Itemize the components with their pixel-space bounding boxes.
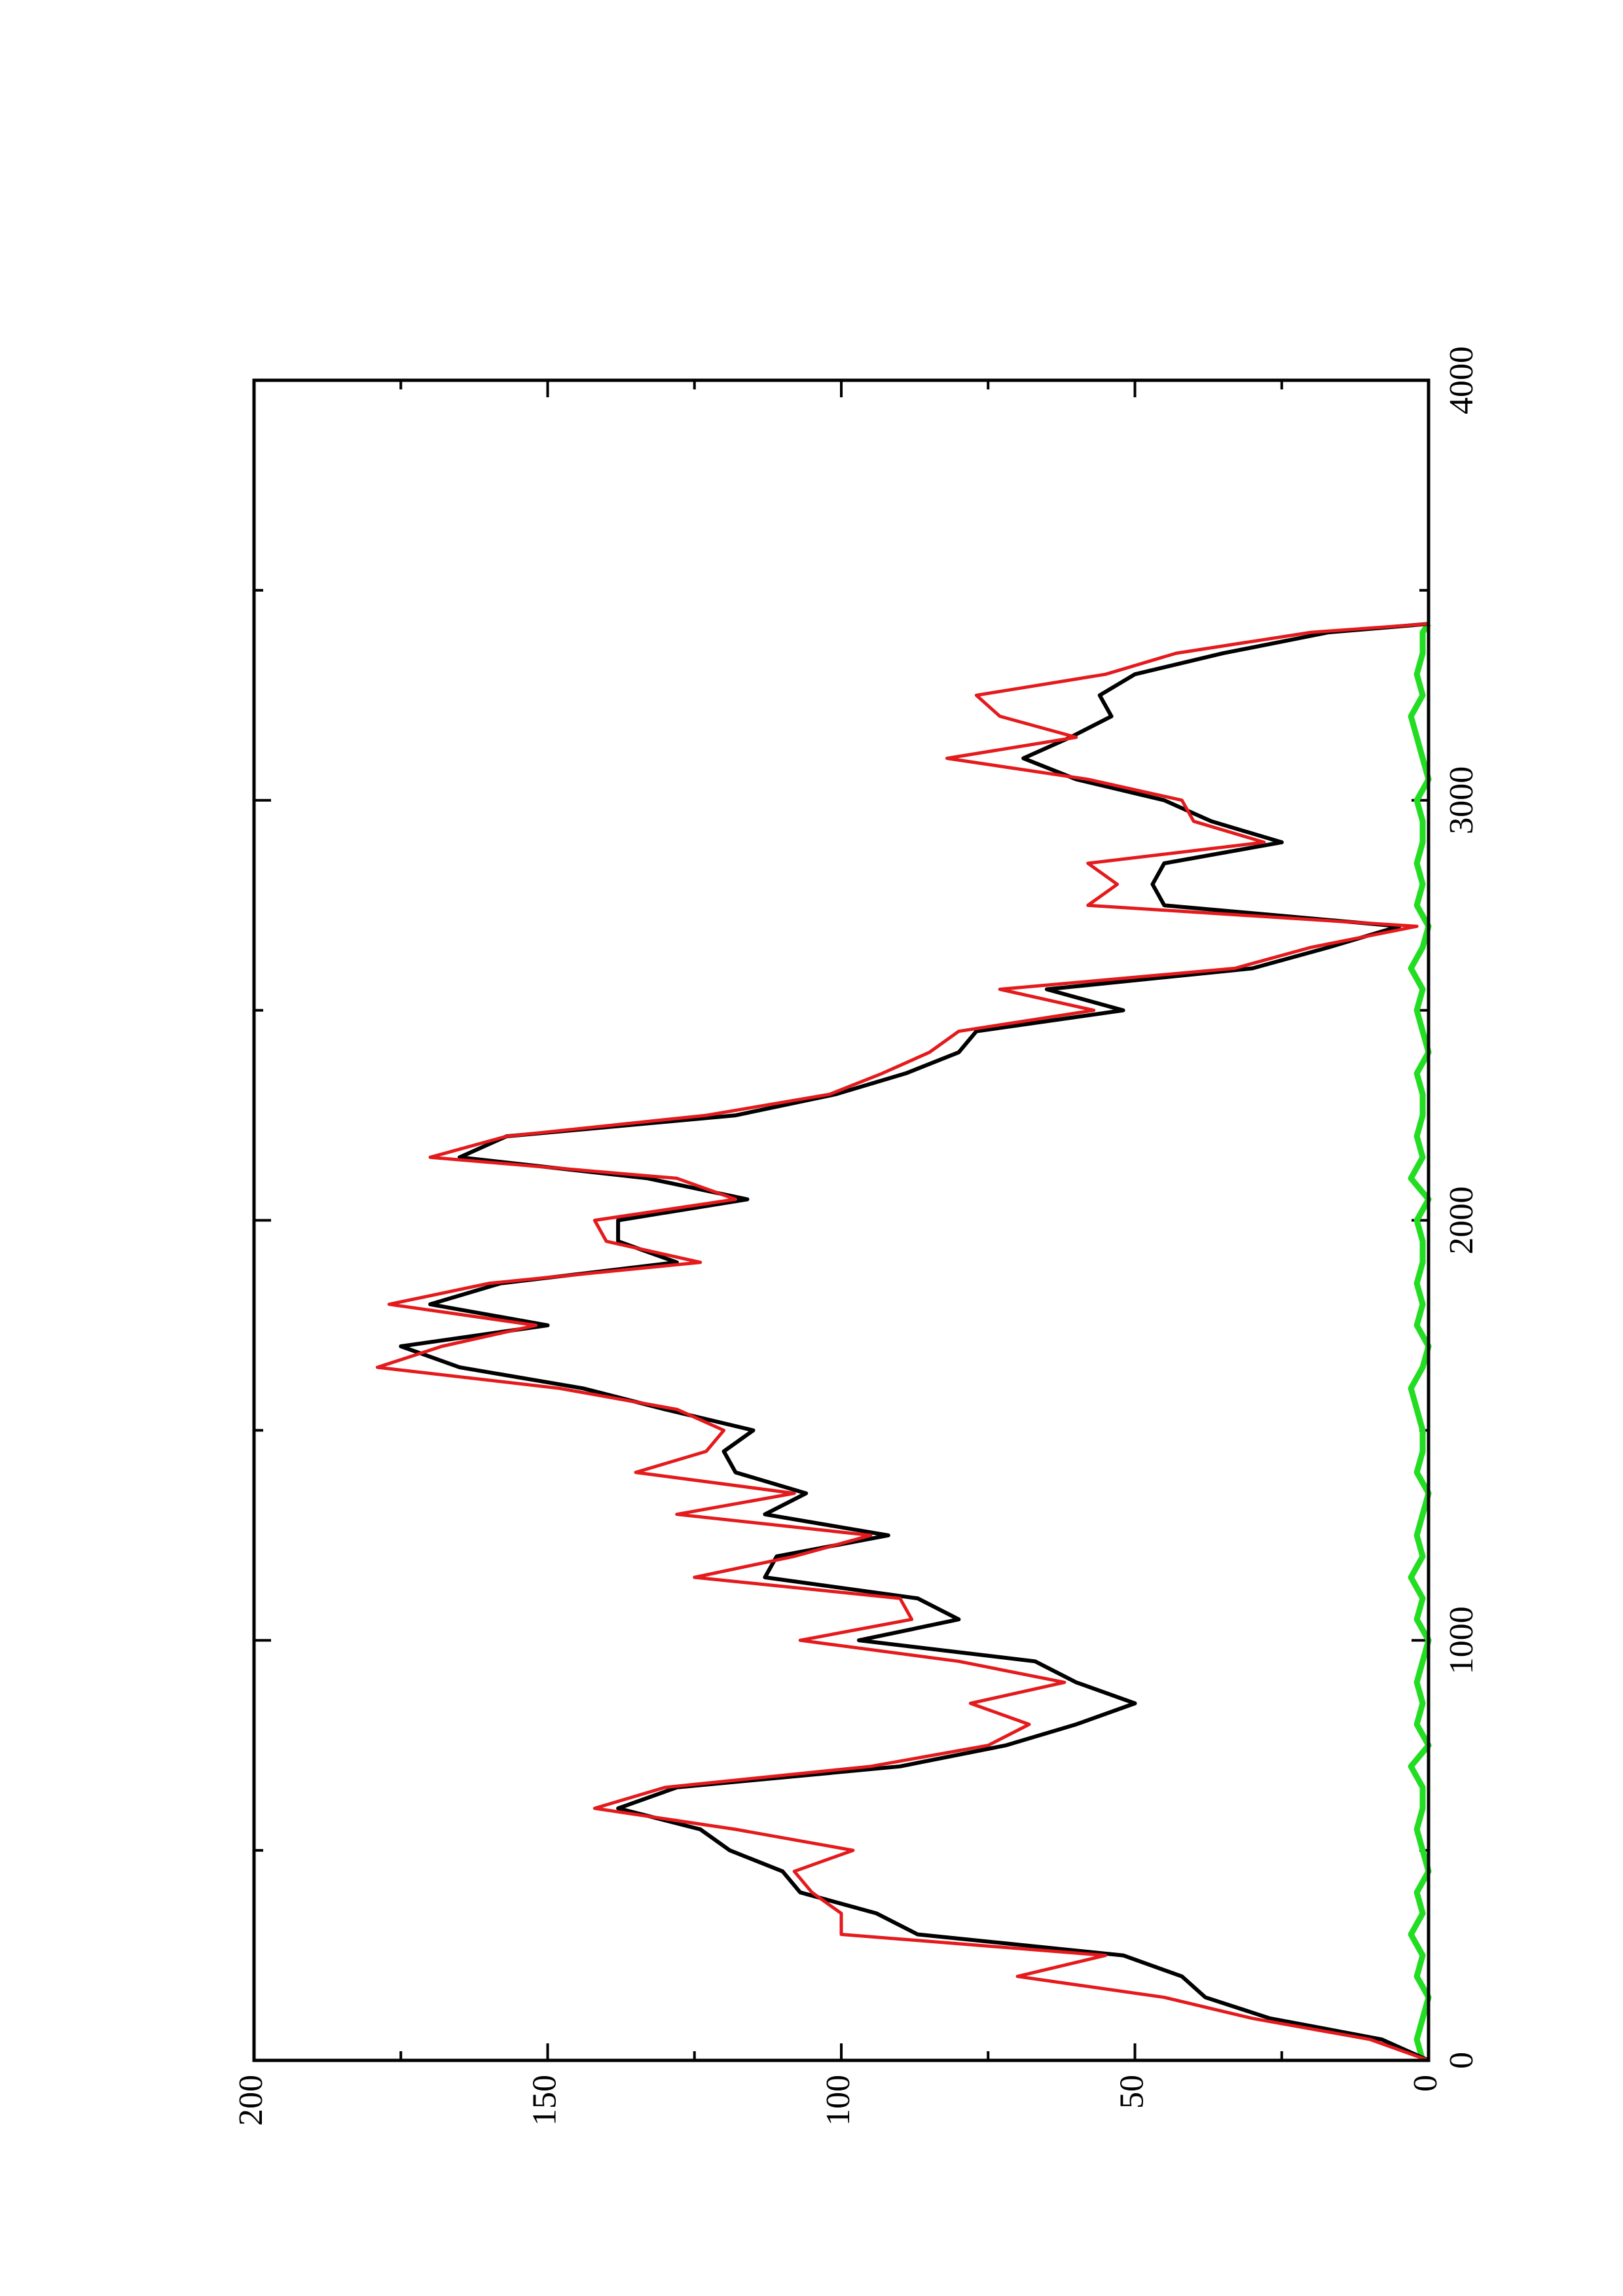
x-tick-label: 3000 xyxy=(1443,766,1480,834)
plot-frame xyxy=(252,378,1431,2062)
series-line xyxy=(375,622,1429,2062)
chart: 0 1000 2000 3000 4000 0 50 100 150 200 xyxy=(232,346,1480,2126)
x-tick-label: 4000 xyxy=(1443,346,1480,414)
x-tick-label: 0 xyxy=(1443,2052,1480,2069)
series-line xyxy=(1408,622,1432,2062)
y-tick-label: 50 xyxy=(1113,2075,1150,2109)
y-tick-label: 0 xyxy=(1407,2075,1444,2092)
y-tick-label: 150 xyxy=(526,2075,563,2126)
y-tick-label: 200 xyxy=(232,2075,270,2126)
x-tick-label: 2000 xyxy=(1443,1187,1480,1255)
x-tick-label: 1000 xyxy=(1443,1606,1480,1674)
y-tick-label: 100 xyxy=(820,2075,857,2126)
series-line xyxy=(399,622,1430,2062)
